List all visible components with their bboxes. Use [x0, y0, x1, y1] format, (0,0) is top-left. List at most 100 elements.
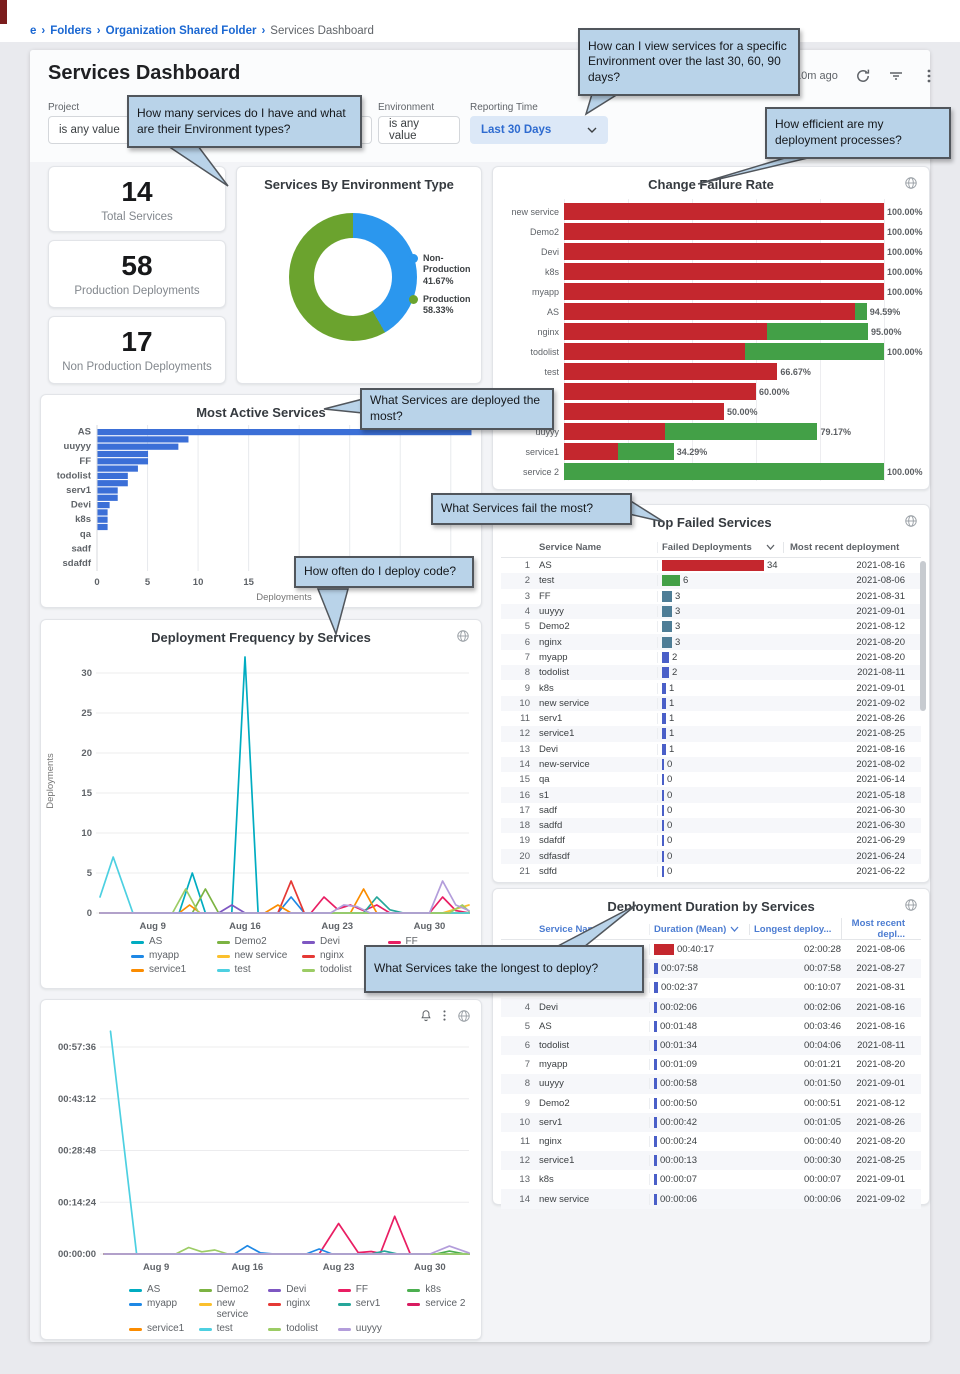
table-row[interactable]: 10 new service 1 2021-09-02	[501, 695, 921, 711]
globe-icon[interactable]	[904, 176, 918, 195]
legend-item[interactable]: todolist	[302, 964, 388, 975]
breadcrumb-link[interactable]: Organization Shared Folder	[105, 25, 257, 37]
table-row[interactable]: 14 new service 00:00:06 00:00:06 2021-09-02	[501, 1189, 921, 1209]
legend-item[interactable]: new service	[216, 950, 303, 961]
table-row[interactable]: 12 service1 1 2021-08-25	[501, 726, 921, 742]
legend-item[interactable]: test	[198, 1323, 269, 1334]
table-row[interactable]: 17 sadf 0 2021-06-30	[519, 804, 905, 816]
table-row[interactable]: 6 nginx 3 2021-08-20	[501, 634, 921, 650]
table-row[interactable]: 4 uuyyy 3 2021-09-01	[501, 603, 921, 620]
refresh-icon[interactable]	[855, 68, 871, 84]
legend-item[interactable]: Devi	[302, 936, 388, 947]
bell-icon[interactable]	[419, 1009, 433, 1028]
column-header[interactable]: Duration (Mean)	[649, 923, 749, 935]
table-row[interactable]: 13 k8s 00:00:07 00:00:07 2021-09-01	[519, 1174, 905, 1186]
table-row[interactable]: 16 s1 0 2021-05-18	[501, 787, 921, 803]
legend-item[interactable]: service1	[131, 964, 217, 975]
cfr-bar-row: service1 34.29%	[501, 443, 923, 460]
deployment-duration-chart[interactable]: 00:00:00 00:14:24 00:28:48 00:43:12 00:57:36…	[41, 1000, 483, 1276]
globe-icon[interactable]	[904, 514, 918, 533]
scrollbar-thumb[interactable]	[920, 561, 926, 711]
column-header[interactable]: Longest deploy...	[749, 923, 841, 935]
column-header[interactable]: Service Name	[539, 923, 602, 935]
last-refresh-text: 10m ago	[795, 70, 838, 82]
table-row[interactable]: 1 AS 34 2021-08-16	[524, 560, 905, 572]
column-header[interactable]: Most recent depl...	[841, 918, 921, 940]
table-row[interactable]: 5 AS 00:01:48 00:03:46 2021-08-16	[524, 1020, 905, 1032]
table-row[interactable]: 3 FF 3 2021-08-31	[524, 590, 905, 602]
legend-item[interactable]: serv1	[337, 1298, 408, 1320]
legend-item[interactable]: Non-Production 41.67%	[409, 253, 477, 287]
bar	[564, 463, 884, 480]
most-active-services-chart[interactable]: AS uuyyy FF todolist serv1 Devi k8s qa sadf sdafd…	[41, 419, 483, 605]
legend-item[interactable]: Demo2	[216, 936, 303, 947]
table-row[interactable]: 7 myapp 00:01:09 00:01:21 2021-08-20	[524, 1059, 905, 1071]
table-row[interactable]: 9 Demo2 00:00:50 00:00:51 2021-08-12	[524, 1097, 905, 1109]
callout-text: How efficient are my deployment processe…	[775, 117, 902, 147]
table-row[interactable]: 5 Demo2 3 2021-08-12	[524, 621, 905, 633]
legend-item[interactable]: AS	[131, 936, 217, 947]
table-row[interactable]: 11 nginx 00:00:24 00:00:40 2021-08-20	[520, 1135, 905, 1147]
svg-text:Devi: Devi	[71, 500, 91, 511]
change-failure-rate-chart[interactable]: new service 100.00% Demo2 100.00% Devi 100.00…	[501, 203, 923, 483]
table-row[interactable]: 7 myapp 2 2021-08-20	[524, 651, 905, 663]
breadcrumb-link[interactable]: e	[30, 25, 37, 37]
legend-item[interactable]: new service	[198, 1298, 269, 1320]
legend-item[interactable]: myapp	[131, 950, 217, 961]
legend-item[interactable]: service1	[129, 1323, 199, 1334]
svg-text:0: 0	[94, 577, 99, 588]
column-header[interactable]: Service Name	[539, 541, 602, 553]
table-row[interactable]: 15 qa 0 2021-06-14	[519, 774, 905, 786]
table-row[interactable]: 19 sdafdf 0 2021-06-29	[519, 835, 905, 847]
legend-item[interactable]: FF	[387, 936, 474, 947]
bar	[97, 480, 128, 487]
legend-item[interactable]: uuyyy	[337, 1323, 408, 1334]
table-row[interactable]: 21 sdfd 0 2021-06-22	[519, 866, 905, 878]
table-row[interactable]: 12 service1 00:00:13 00:00:30 2021-08-25	[501, 1151, 921, 1171]
table-row[interactable]: 18 sadfd 0 2021-06-30	[501, 818, 921, 834]
globe-icon[interactable]	[457, 1009, 471, 1028]
legend-item[interactable]: nginx	[302, 950, 388, 961]
legend-item[interactable]: k8s	[407, 1284, 477, 1295]
table-row[interactable]: 4 Devi 00:02:06 00:02:06 2021-08-16	[501, 997, 921, 1017]
failed-segment	[564, 283, 884, 300]
table-row[interactable]: 14 new-service 0 2021-08-02	[501, 756, 921, 773]
table-row[interactable]: 11 serv1 1 2021-08-26	[520, 713, 905, 725]
table-row[interactable]: 8 todolist 2 2021-08-11	[501, 665, 921, 681]
legend-item[interactable]: Devi	[268, 1284, 338, 1295]
legend-item[interactable]: service 2	[407, 1298, 477, 1320]
kebab-menu-icon[interactable]	[438, 1009, 451, 1027]
callout-longest-deploy-question: What Services take the longest to deploy…	[364, 945, 644, 993]
legend-item[interactable]: nginx	[268, 1298, 338, 1320]
bar	[654, 982, 658, 994]
legend-item[interactable]: myapp	[129, 1298, 199, 1320]
table-row[interactable]: 13 Devi 1 2021-08-16	[519, 743, 905, 755]
table-row[interactable]: 6 todolist 00:01:34 00:04:06 2021-08-11	[501, 1035, 921, 1056]
kebab-menu-icon[interactable]	[921, 68, 937, 84]
legend-item[interactable]: test	[216, 964, 303, 975]
bar-label: service1	[525, 446, 559, 457]
table-row[interactable]: 20 sdfasdf 0 2021-06-24	[501, 848, 921, 864]
globe-icon[interactable]	[456, 629, 470, 648]
bar	[97, 516, 108, 523]
table-row[interactable]: 10 serv1 00:00:42 00:01:05 2021-08-26	[501, 1112, 921, 1132]
table-row[interactable]: 2 test 6 2021-08-06	[501, 573, 921, 589]
filter-icon[interactable]	[888, 68, 904, 84]
reporting-time-filter[interactable]: Last 30 Days	[470, 116, 608, 144]
success-segment	[855, 303, 867, 320]
breadcrumb-link[interactable]: Folders	[50, 25, 92, 37]
bar	[564, 403, 724, 420]
globe-icon[interactable]	[904, 898, 918, 917]
legend-item[interactable]: Demo2	[198, 1284, 269, 1295]
legend-item[interactable]: AS	[129, 1284, 199, 1295]
table-row[interactable]: 9 k8s 1 2021-09-01	[524, 682, 905, 694]
column-header[interactable]: Most recent deployment	[783, 541, 921, 553]
legend-item[interactable]: FF	[337, 1284, 408, 1295]
deployment-frequency-chart[interactable]: 0 5 10 15 20 25 30 Aug 9 Aug 16 Aug 23 Aug 30 Deplo…	[41, 620, 483, 932]
legend-item[interactable]: todolist	[268, 1323, 338, 1334]
donut-chart[interactable]	[289, 213, 417, 341]
environment-filter[interactable]: is any value	[378, 116, 460, 144]
column-header[interactable]: Failed Deployments	[657, 541, 783, 553]
table-row[interactable]: 8 uuyyy 00:00:58 00:01:50 2021-09-01	[501, 1074, 921, 1094]
legend-item[interactable]: Production 58.33%	[409, 294, 477, 317]
